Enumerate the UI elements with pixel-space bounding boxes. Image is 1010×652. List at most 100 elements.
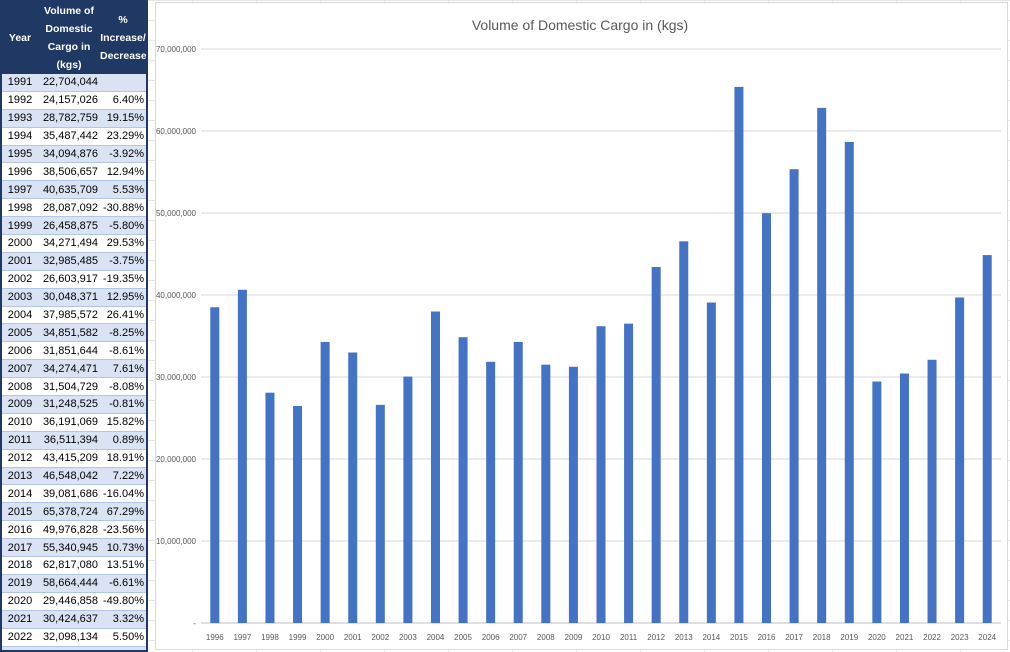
cell-year: 2000 <box>2 234 38 253</box>
table-row: 2012 43,415,209 18.91% <box>2 449 146 468</box>
cell-percent-change: -6.61% <box>100 574 146 593</box>
y-tick-label: 60,000,000 <box>156 127 197 136</box>
y-tick-label: 20,000,000 <box>156 455 197 464</box>
x-tick-label: 2023 <box>951 633 969 642</box>
cell-year: 2012 <box>2 449 38 468</box>
cell-percent-change: 12.94% <box>100 162 146 182</box>
cell-percent-change: 18.91% <box>100 449 146 468</box>
chart-title: Volume of Domestic Cargo in (kgs) <box>472 17 688 33</box>
table-row: 2004 37,985,572 26.41% <box>2 306 146 325</box>
cargo-data-table: Year Volume of Domestic Cargo in (kgs) %… <box>2 2 146 650</box>
cell-percent-change: -8.61% <box>100 341 146 361</box>
bar-2006 <box>486 361 496 623</box>
table-row: 2020 29,446,858 -49.80% <box>2 592 146 611</box>
x-tick-label: 2002 <box>371 633 389 642</box>
table-row: 1996 38,506,657 12.94% <box>2 162 146 182</box>
cell-volume: 36,511,394 <box>38 431 100 450</box>
bar-2003 <box>403 376 413 623</box>
x-tick-label: 2015 <box>730 633 748 642</box>
table-row: 2015 65,378,724 67.29% <box>2 502 146 522</box>
cell-volume: 24,157,026 <box>38 91 100 110</box>
table-row: 1995 34,094,876 -3.92% <box>2 145 146 164</box>
x-tick-label: 2014 <box>702 633 720 642</box>
x-tick-label: 2017 <box>785 633 803 642</box>
cell-volume: 65,378,724 <box>38 502 100 522</box>
cell-percent-change: -23.56% <box>100 520 146 540</box>
cell-volume: 38,506,657 <box>38 162 100 182</box>
cell-volume: 43,415,209 <box>38 449 100 468</box>
bar-2011 <box>624 323 634 623</box>
x-tick-label: 2010 <box>592 633 610 642</box>
bar-2012 <box>651 266 661 623</box>
table-row: 1993 28,782,759 19.15% <box>2 109 146 128</box>
bar-2013 <box>679 241 689 623</box>
x-tick-label: 2019 <box>840 633 858 642</box>
cell-volume: 26,458,875 <box>38 216 100 236</box>
bar-2022 <box>927 359 937 623</box>
x-tick-label: 2022 <box>923 633 941 642</box>
x-tick-label: 2003 <box>399 633 417 642</box>
cell-volume: 31,248,525 <box>38 395 100 414</box>
cell-year: 2005 <box>2 323 38 343</box>
cell-volume: 62,817,080 <box>38 556 100 575</box>
cell-year: 2016 <box>2 520 38 540</box>
cell-year: 2010 <box>2 413 38 432</box>
bar-2017 <box>789 169 799 623</box>
cell-year: 2019 <box>2 574 38 593</box>
bar-2008 <box>541 364 551 623</box>
table-row: 2006 31,851,644 -8.61% <box>2 341 146 361</box>
bar-2023 <box>955 297 965 623</box>
x-tick-label: 2011 <box>620 633 638 642</box>
cell-volume: 28,782,759 <box>38 109 100 128</box>
x-axis-ticks: 1996 1997 1998 1999 2000 2001 2002 2003 2004 2005… <box>206 633 997 642</box>
cell-year: 2003 <box>2 288 38 307</box>
bar-1999 <box>293 406 303 623</box>
table-row: 2021 30,424,637 3.32% <box>2 610 146 629</box>
table-row: 2016 49,976,828 -23.56% <box>2 520 146 540</box>
bar-2002 <box>375 404 385 623</box>
cell-volume: 34,094,876 <box>38 145 100 164</box>
cell-percent-change: -3.75% <box>100 252 146 271</box>
cell-volume: 55,340,945 <box>38 538 100 558</box>
table-row: 2010 36,191,069 15.82% <box>2 413 146 432</box>
cell-year: 2009 <box>2 395 38 414</box>
x-tick-label: 2008 <box>537 633 555 642</box>
table-row: 2007 34,274,471 7.61% <box>2 359 146 379</box>
table-row: 2003 30,048,371 12.95% <box>2 288 146 307</box>
bar-1996 <box>210 307 220 623</box>
table-row: 2013 46,548,042 7.22% <box>2 467 146 486</box>
chart-area[interactable]: Volume of Domestic Cargo in (kgs) - 10,00… <box>155 2 1008 650</box>
table-row: 1997 40,635,709 5.53% <box>2 180 146 200</box>
y-tick-label: 40,000,000 <box>156 291 197 300</box>
header-volume: Volume of Domestic Cargo in (kgs) <box>38 2 100 74</box>
y-tick-label: 10,000,000 <box>156 537 197 546</box>
cell-year: 1996 <box>2 162 38 182</box>
cell-percent-change: 7.61% <box>100 359 146 379</box>
bar-2016 <box>762 213 772 624</box>
cell-year: 2021 <box>2 610 38 629</box>
x-tick-label: 1998 <box>261 633 279 642</box>
cell-volume: 26,603,917 <box>38 270 100 289</box>
x-tick-label: 1996 <box>206 633 224 642</box>
cell-year: 2013 <box>2 467 38 486</box>
cell-volume: 30,048,371 <box>38 288 100 307</box>
cell-percent-change: 15.82% <box>100 413 146 432</box>
cell-volume: 22,704,044 <box>38 74 100 92</box>
cell-volume: 46,548,042 <box>38 467 100 486</box>
table-row: 2008 31,504,729 -8.08% <box>2 377 146 397</box>
cell-volume: 35,487,442 <box>38 127 100 146</box>
x-tick-label: 2021 <box>896 633 914 642</box>
cell-year: 1991 <box>2 74 38 92</box>
cell-percent-change: -8.08% <box>100 377 146 397</box>
cell-year: 1992 <box>2 91 38 110</box>
bar-2015 <box>734 86 744 623</box>
cell-year: 2017 <box>2 538 38 558</box>
bar-1998 <box>265 392 275 623</box>
cell-year: 2018 <box>2 556 38 575</box>
cell-year: 1999 <box>2 216 38 236</box>
data-table-panel: Year Volume of Domestic Cargo in (kgs) %… <box>0 0 148 652</box>
bar-2009 <box>568 366 578 623</box>
table-row: 2001 32,985,485 -3.75% <box>2 252 146 271</box>
cell-percent-change: 3.32% <box>100 610 146 629</box>
y-tick-label: 50,000,000 <box>156 209 197 218</box>
